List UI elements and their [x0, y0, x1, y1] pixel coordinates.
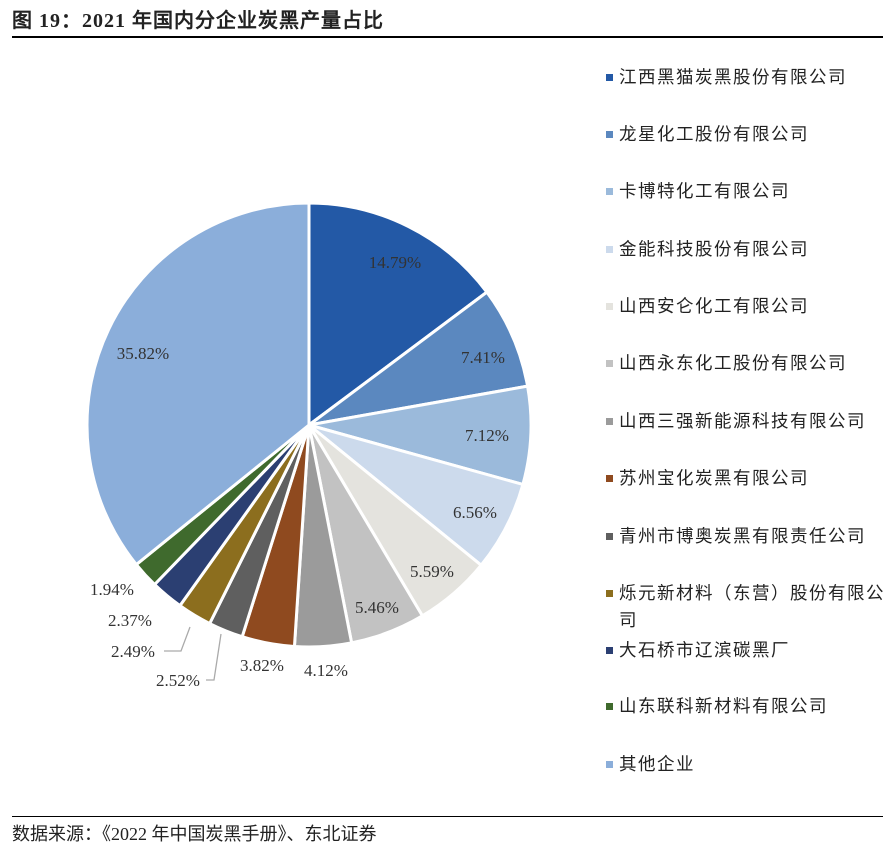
- legend-label: 江西黑猫炭黑股份有限公司: [619, 67, 847, 87]
- legend-label: 山东联科新材料有限公司: [619, 696, 828, 716]
- pie-slice: [308, 290, 530, 427]
- data-label: 7.41%: [461, 348, 505, 367]
- data-label: 3.82%: [240, 656, 284, 675]
- data-label: 5.59%: [410, 562, 454, 581]
- legend-swatch: [606, 703, 613, 710]
- legend-label: 烁元新材料（东营）股份有限公司: [619, 583, 885, 630]
- legend-item: 龙星化工股份有限公司: [606, 121, 891, 148]
- legend-swatch: [606, 590, 613, 597]
- legend-label: 金能科技股份有限公司: [619, 239, 809, 259]
- legend-item: 卡博特化工有限公司: [606, 178, 891, 205]
- legend-swatch: [606, 188, 613, 195]
- legend-item: 金能科技股份有限公司: [606, 236, 891, 263]
- leader-line: [164, 626, 191, 652]
- data-label: 14.79%: [369, 253, 421, 272]
- pie-chart: 14.79% 7.41% 7.12% 6.56% 5.59% 5.46% 4.12% 3.82…: [85, 201, 533, 690]
- title-rule: [12, 36, 883, 38]
- legend-swatch: [606, 647, 613, 654]
- legend-swatch: [606, 246, 613, 253]
- data-label: 2.37%: [108, 611, 152, 630]
- pie-slice: [85, 201, 311, 567]
- data-label: 35.82%: [117, 344, 169, 363]
- legend-label: 卡博特化工有限公司: [619, 181, 790, 201]
- data-label: 7.12%: [465, 426, 509, 445]
- legend-item: 苏州宝化炭黑有限公司: [606, 465, 891, 492]
- source-note: 数据来源：《2022 年中国炭黑手册》、东北证券: [12, 824, 377, 844]
- legend-label: 苏州宝化炭黑有限公司: [619, 468, 809, 488]
- pie-slice: [307, 201, 489, 428]
- data-label: 6.56%: [453, 503, 497, 522]
- legend-label: 青州市博奥炭黑有限责任公司: [619, 526, 866, 546]
- legend-item: 山西三强新能源科技有限公司: [606, 408, 891, 435]
- legend-swatch: [606, 475, 613, 482]
- legend-item: 山西安仑化工有限公司: [606, 293, 891, 320]
- legend-swatch: [606, 360, 613, 367]
- legend-swatch: [606, 303, 613, 310]
- legend-swatch: [606, 418, 613, 425]
- legend-item: 烁元新材料（东营）股份有限公司: [606, 580, 891, 634]
- legend-label: 山西安仑化工有限公司: [619, 296, 809, 316]
- legend-item: 山东联科新材料有限公司: [606, 693, 891, 720]
- data-label: 1.94%: [90, 580, 134, 599]
- data-label: 2.49%: [111, 642, 155, 661]
- legend-swatch: [606, 761, 613, 768]
- legend-item: 大石桥市辽滨碳黑厂: [606, 637, 891, 664]
- legend-swatch: [606, 74, 613, 81]
- leader-line: [206, 633, 222, 681]
- legend-swatch: [606, 533, 613, 540]
- data-label: 5.46%: [355, 598, 399, 617]
- legend-item: 山西永东化工股份有限公司: [606, 350, 891, 377]
- legend-label: 其他企业: [619, 754, 695, 774]
- legend-swatch: [606, 131, 613, 138]
- legend-item: 江西黑猫炭黑股份有限公司: [606, 64, 891, 91]
- legend-label: 龙星化工股份有限公司: [619, 124, 809, 144]
- legend-label: 大石桥市辽滨碳黑厂: [619, 640, 790, 660]
- data-label: 4.12%: [304, 661, 348, 680]
- legend-item: 其他企业: [606, 751, 891, 778]
- legend-label: 山西永东化工股份有限公司: [619, 353, 847, 373]
- legend-item: 青州市博奥炭黑有限责任公司: [606, 523, 891, 550]
- figure-title: 图 19：2021 年国内分企业炭黑产量占比: [12, 10, 384, 32]
- footer-rule: [12, 816, 883, 817]
- data-label: 2.52%: [156, 671, 200, 690]
- legend-label: 山西三强新能源科技有限公司: [619, 411, 866, 431]
